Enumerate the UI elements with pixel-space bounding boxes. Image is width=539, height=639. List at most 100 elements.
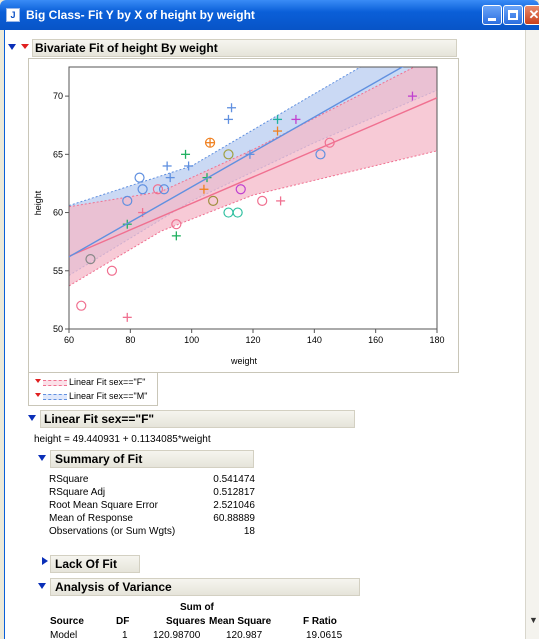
- data-point-f: [257, 195, 268, 207]
- data-point-m: [291, 114, 301, 124]
- data-point-f: [235, 184, 246, 195]
- legend-label-m: Linear Fit sex=="M": [69, 391, 148, 401]
- minimize-button[interactable]: [482, 5, 502, 25]
- summary-label: RSquare: [49, 474, 89, 485]
- data-point-m: [199, 184, 209, 194]
- summary-label: Mean of Response: [49, 513, 133, 524]
- anova-col-ss: Squares: [166, 616, 206, 627]
- data-point-f: [208, 195, 219, 207]
- data-point-f: [223, 149, 234, 160]
- summary-label: Root Mean Square Error: [49, 500, 158, 511]
- bivariate-header[interactable]: Bivariate Fit of height By weight: [32, 39, 457, 57]
- bivariate-plot-frame: 60 80 100 120 140 160 180 50 55 60 65 70 weight hei…: [28, 58, 459, 373]
- anova-col-ms: Mean Square: [209, 616, 272, 627]
- close-button[interactable]: ✕: [524, 5, 539, 25]
- jmp-report-icon[interactable]: J: [6, 8, 20, 22]
- data-point-m: [273, 114, 283, 124]
- x-tick-label: 80: [125, 335, 135, 345]
- summary-label: Observations (or Sum Wgts): [49, 526, 176, 537]
- data-point-m: [273, 126, 283, 136]
- y-tick-label: 70: [53, 91, 63, 101]
- data-point-m: [407, 91, 417, 101]
- anova-col-f: F Ratio: [303, 616, 337, 627]
- data-point-m: [162, 161, 172, 171]
- linear-fit-disclosure-icon[interactable]: [28, 415, 36, 421]
- x-tick-label: 60: [64, 335, 74, 345]
- data-point-m: [223, 114, 233, 124]
- linear-fit-f-header[interactable]: Linear Fit sex=="F": [40, 410, 355, 428]
- data-point-m: [171, 231, 181, 241]
- legend-swatch-f: [43, 380, 67, 386]
- data-point-f: [171, 219, 182, 230]
- maximize-icon: [508, 10, 518, 20]
- x-axis-label: weight: [230, 356, 258, 366]
- summary-value: 0.541474: [213, 474, 255, 485]
- summary-of-fit-header[interactable]: Summary of Fit: [50, 450, 254, 468]
- summary-value: 0.512817: [213, 487, 255, 498]
- anova-col-group: Sum of: [180, 602, 214, 613]
- x-tick-label: 140: [307, 335, 322, 345]
- bivariate-scatterplot[interactable]: 60 80 100 120 140 160 180 50 55 60 65 70 weight hei…: [29, 59, 458, 372]
- y-tick-label: 60: [53, 208, 63, 218]
- data-point-m: [276, 196, 286, 206]
- anova-row-df: 1: [122, 630, 128, 639]
- legend-label-f: Linear Fit sex=="F": [69, 377, 146, 387]
- data-point-f: [122, 195, 133, 207]
- data-point-f: [315, 149, 326, 160]
- anova-disclosure-icon[interactable]: [38, 583, 46, 589]
- data-point-m: [227, 103, 237, 113]
- anova-header[interactable]: Analysis of Variance: [50, 578, 360, 596]
- data-point-f: [137, 184, 148, 195]
- bivariate-hotspot-icon[interactable]: [21, 44, 29, 49]
- minimize-icon: [488, 18, 496, 21]
- confidence-band-f: [69, 67, 437, 286]
- data-point-f: [223, 207, 234, 218]
- x-tick-label: 100: [184, 335, 199, 345]
- summary-value: 2.521046: [213, 500, 255, 511]
- data-point-f: [76, 300, 87, 311]
- vertical-scrollbar[interactable]: ▼: [525, 30, 539, 639]
- fit-line-f: [69, 97, 437, 257]
- x-tick-label: 180: [429, 335, 444, 345]
- data-point-f: [106, 265, 118, 276]
- anova-col-source: Source: [50, 616, 84, 627]
- maximize-button[interactable]: [503, 5, 523, 25]
- summary-disclosure-icon[interactable]: [38, 455, 46, 461]
- y-tick-label: 55: [53, 266, 63, 276]
- lack-of-fit-header[interactable]: Lack Of Fit: [50, 555, 140, 573]
- data-point-f: [158, 184, 170, 195]
- band-lower-f: [69, 150, 437, 287]
- window-title: Big Class- Fit Y by X of height by weigh…: [26, 8, 255, 22]
- data-point-m: [122, 312, 132, 322]
- x-tick-label: 120: [245, 335, 260, 345]
- close-icon: ✕: [528, 7, 539, 22]
- legend-hotspot-icon[interactable]: [35, 393, 41, 397]
- data-point-f: [232, 207, 243, 218]
- scroll-down-arrow-icon[interactable]: ▼: [529, 615, 538, 625]
- fit-legend: Linear Fit sex=="F" Linear Fit sex=="M": [28, 372, 158, 406]
- anova-row-ss: 120.98700: [153, 630, 201, 639]
- band-upper-f: [69, 67, 416, 208]
- lack-of-fit-disclosure-icon[interactable]: [42, 557, 48, 565]
- data-point-f: [85, 254, 96, 265]
- data-point-m: [181, 149, 191, 159]
- fit-equation: height = 49.440931 + 0.1134085*weight: [34, 434, 211, 445]
- legend-swatch-m: [43, 394, 67, 400]
- summary-value: 18: [243, 526, 255, 537]
- anova-row-ms: 120.987: [226, 630, 263, 639]
- band-upper-m: [69, 67, 362, 207]
- legend-hotspot-icon[interactable]: [35, 379, 41, 383]
- x-tick-label: 160: [368, 335, 383, 345]
- y-tick-label: 50: [53, 324, 63, 334]
- summary-label: RSquare Adj: [49, 487, 106, 498]
- data-point-m: [184, 161, 194, 171]
- anova-table: Sum of Source DF Squares Mean Square F R…: [0, 600, 380, 639]
- data-point-m: [165, 173, 175, 183]
- window-titlebar[interactable]: J Big Class- Fit Y by X of height by wei…: [0, 0, 539, 30]
- data-point-m: [205, 138, 215, 148]
- bivariate-disclosure-icon[interactable]: [8, 44, 16, 50]
- fit-line-m: [69, 67, 404, 258]
- summary-of-fit-table: RSquare 0.541474 RSquare Adj 0.512817 Ro…: [0, 474, 270, 554]
- anova-col-df: DF: [116, 616, 130, 627]
- y-axis-label: height: [33, 190, 43, 215]
